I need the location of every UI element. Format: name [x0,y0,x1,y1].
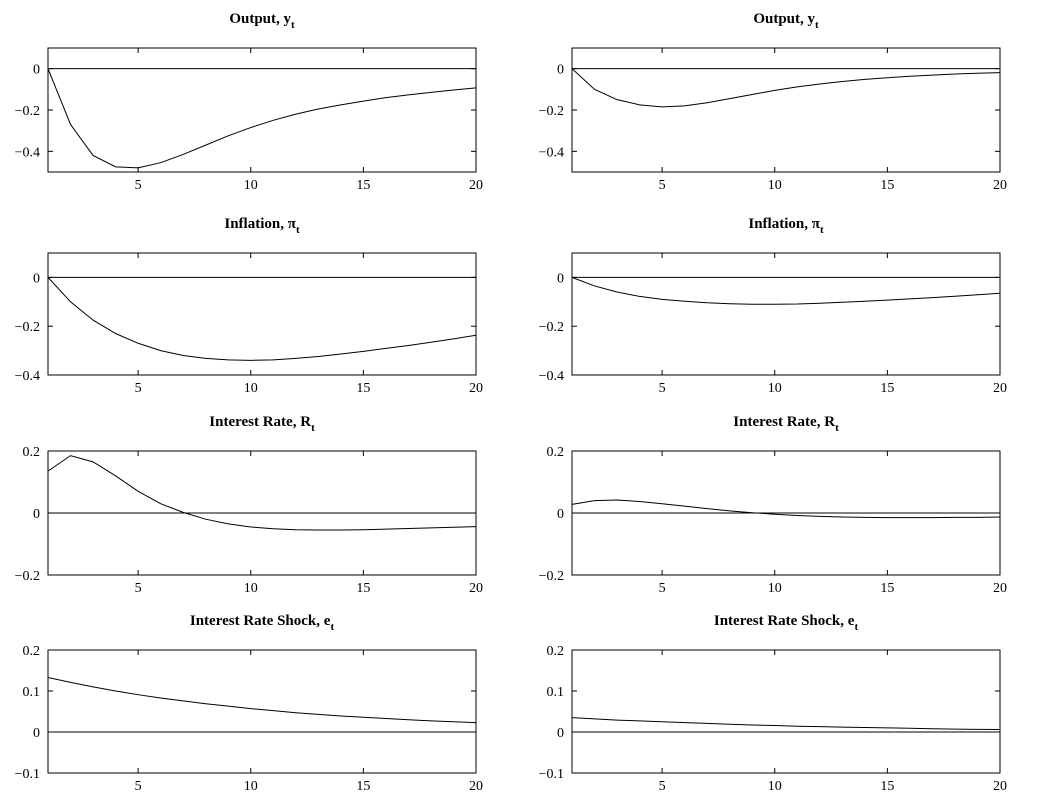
panel-1: Output, yt 5 10 15 20 −0.4 −0.2 0 [15,11,483,193]
y-tick-label: −0.2 [15,569,40,584]
x-tick-label: 5 [659,779,666,794]
y-tick-label: 0.2 [547,644,565,659]
x-tick-label: 5 [659,178,666,193]
y-tick-label: 0 [33,507,40,522]
x-tick-label: 5 [135,178,142,193]
x-tick-label: 20 [993,178,1007,193]
x-tick-label: 5 [135,779,142,794]
x-tick-label: 5 [135,581,142,596]
axes-box [47,649,477,774]
x-tick-label: 20 [469,581,483,596]
panel-title: Interest Rate, Rt [209,414,315,434]
y-tick-label: −0.4 [539,145,564,160]
x-tick-label: 15 [356,381,370,396]
axes-box [571,649,1001,774]
x-tick-label: 15 [880,779,894,794]
y-tick-label: −0.2 [539,569,564,584]
x-tick-label: 20 [993,581,1007,596]
impulse-response-line [571,68,1001,108]
y-tick-label: −0.1 [15,767,40,782]
y-tick-label: −0.4 [539,369,564,384]
x-tick-label: 10 [768,381,782,396]
y-tick-label: −0.2 [539,320,564,335]
x-tick-label: 20 [469,178,483,193]
y-tick-label: 0.2 [547,445,565,460]
y-tick-label: 0 [33,63,40,78]
x-tick-label: 10 [244,381,258,396]
x-tick-label: 10 [244,779,258,794]
impulse-response-line [571,717,1001,731]
impulse-response-line [47,676,477,724]
panel-title: Interest Rate Shock, et [190,613,335,633]
impulse-response-line [571,276,1001,305]
y-tick-label: 0.1 [547,685,565,700]
axes-box [47,47,477,173]
impulse-response-line [571,499,1001,519]
x-tick-label: 5 [659,581,666,596]
x-tick-label: 15 [356,178,370,193]
x-tick-label: 5 [135,381,142,396]
y-tick-label: 0 [557,507,564,522]
y-tick-label: 0 [557,271,564,286]
x-tick-label: 15 [880,381,894,396]
y-tick-label: −0.4 [15,145,40,160]
x-tick-label: 20 [993,779,1007,794]
panel-title: Output, yt [229,11,295,31]
y-tick-label: −0.2 [15,104,40,119]
panel-6: Interest Rate, Rt 5 10 15 20 −0.2 0 0.2 [539,414,1007,596]
panel-5: Interest Rate, Rt 5 10 15 20 −0.2 0 0.2 [15,414,483,596]
impulse-response-line [47,277,477,361]
x-tick-label: 15 [880,178,894,193]
y-tick-label: −0.1 [539,767,564,782]
panel-7: Interest Rate Shock, et 5 10 15 20 −0.1 0 0.1 0.… [15,613,483,794]
panel-3: Inflation, πt 5 10 15 20 −0.4 −0.2 0 [15,216,483,396]
x-tick-label: 10 [768,779,782,794]
panel-8: Interest Rate Shock, et 5 10 15 20 −0.1 0 0.1 0.… [539,613,1007,794]
panel-2: Output, yt 5 10 15 20 −0.4 −0.2 0 [539,11,1007,193]
panel-title: Inflation, πt [748,216,824,236]
x-tick-label: 10 [244,178,258,193]
y-tick-label: −0.4 [15,369,40,384]
x-tick-label: 10 [768,581,782,596]
impulse-response-line [47,68,477,169]
panel-4: Inflation, πt 5 10 15 20 −0.4 −0.2 0 [539,216,1007,396]
y-tick-label: 0.1 [23,685,41,700]
x-tick-label: 10 [768,178,782,193]
y-tick-label: 0 [33,271,40,286]
x-tick-label: 10 [244,581,258,596]
x-tick-label: 20 [469,779,483,794]
x-tick-label: 5 [659,381,666,396]
y-tick-label: 0.2 [23,644,41,659]
x-tick-label: 20 [469,381,483,396]
y-tick-label: 0 [557,726,564,741]
x-tick-label: 20 [993,381,1007,396]
panel-title: Output, yt [753,11,819,31]
x-tick-label: 15 [356,779,370,794]
y-tick-label: −0.2 [539,104,564,119]
panel-title: Interest Rate Shock, et [714,613,859,633]
impulse-response-line [47,455,477,531]
y-tick-label: 0 [33,726,40,741]
panel-title: Interest Rate, Rt [733,414,839,434]
x-tick-label: 15 [356,581,370,596]
y-tick-label: −0.2 [15,320,40,335]
y-tick-label: 0 [557,63,564,78]
panel-title: Inflation, πt [224,216,300,236]
axes-box [571,252,1001,376]
x-tick-label: 15 [880,581,894,596]
y-tick-label: 0.2 [23,445,41,460]
axes-box [47,252,477,376]
axes-box [571,47,1001,173]
